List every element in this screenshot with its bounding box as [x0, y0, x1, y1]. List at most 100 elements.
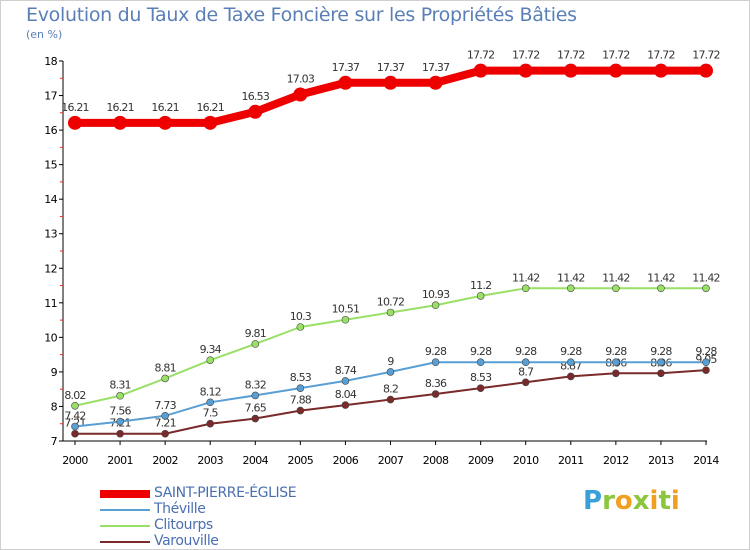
data-point	[431, 390, 440, 398]
data-label: 8.32	[245, 378, 266, 391]
data-label: 9.28	[515, 345, 537, 358]
x-tick-label: 2013	[648, 454, 674, 467]
data-label: 8.81	[154, 361, 175, 374]
logo-letter: t	[658, 486, 671, 516]
data-label: 7.73	[154, 399, 176, 412]
data-label: 17.72	[557, 49, 585, 62]
data-point	[116, 417, 124, 426]
data-point	[386, 308, 395, 317]
data-label: 8.7	[518, 365, 534, 378]
x-tick-label: 2014	[693, 454, 719, 467]
data-label: 11.42	[557, 271, 585, 284]
logo-letter: r	[602, 486, 615, 516]
y-tick-label: 7	[51, 435, 58, 448]
data-label: 17.37	[332, 61, 360, 74]
x-tick-label: 2004	[242, 454, 268, 467]
data-label: 17.37	[377, 61, 405, 74]
y-tick-label: 13	[44, 228, 57, 241]
x-tick-label: 2001	[107, 454, 133, 467]
data-point	[296, 323, 305, 331]
y-tick-label: 14	[44, 193, 57, 206]
x-tick-label: 2003	[197, 454, 223, 467]
data-label: 9	[387, 355, 394, 368]
data-label: 16.53	[242, 90, 270, 103]
x-tick-label: 2005	[288, 454, 314, 467]
legend-label: Clitourps	[154, 517, 213, 533]
data-point	[161, 429, 169, 438]
y-tick-label: 11	[44, 297, 57, 310]
data-point	[612, 358, 620, 367]
data-point	[563, 63, 578, 78]
data-label: 8.02	[64, 389, 85, 402]
data-point	[206, 419, 215, 428]
data-label: 17.72	[647, 49, 675, 62]
data-label: 8.53	[290, 371, 312, 384]
data-point	[476, 358, 485, 367]
data-label: 7.65	[245, 402, 267, 415]
data-label: 11.42	[692, 271, 720, 284]
data-point	[702, 284, 710, 293]
legend-swatch	[100, 490, 150, 498]
data-point	[296, 384, 305, 392]
data-point	[518, 63, 533, 78]
data-label: 9.28	[470, 345, 492, 358]
data-point	[113, 115, 128, 130]
data-point	[608, 63, 623, 78]
data-label: 17.72	[467, 49, 495, 62]
data-point	[657, 358, 665, 367]
data-label: 9.28	[695, 345, 717, 358]
x-tick-label: 2000	[62, 454, 88, 467]
data-point	[566, 284, 575, 293]
x-tick-label: 2007	[378, 454, 404, 467]
data-point	[386, 395, 395, 404]
data-point	[476, 292, 485, 300]
data-point	[521, 358, 530, 367]
data-point	[116, 429, 124, 438]
x-tick-label: 2008	[423, 454, 449, 467]
y-tick-label: 16	[44, 124, 57, 137]
legend-swatch	[100, 525, 150, 527]
data-point	[431, 301, 440, 310]
y-tick-label: 18	[44, 55, 57, 68]
data-point	[657, 284, 665, 293]
data-label: 9.34	[200, 343, 222, 356]
x-tick-label: 2010	[513, 454, 539, 467]
data-label: 11.42	[647, 271, 675, 284]
data-point	[653, 63, 668, 78]
data-point	[206, 398, 215, 407]
data-point	[158, 115, 173, 130]
data-label: 10.72	[377, 295, 405, 308]
data-point	[431, 358, 440, 367]
logo-letter: P	[583, 486, 603, 516]
data-label: 7.42	[64, 409, 85, 422]
legend-swatch	[100, 509, 150, 511]
data-label: 16.21	[151, 101, 179, 114]
data-label: 10.51	[332, 303, 360, 316]
data-point	[521, 378, 530, 387]
data-label: 17.72	[602, 49, 630, 62]
data-label: 8.04	[335, 388, 357, 401]
legend-label: Théville	[154, 501, 206, 517]
data-point	[341, 401, 350, 409]
data-point	[341, 315, 350, 324]
data-label: 8.53	[470, 371, 492, 384]
data-point	[161, 411, 169, 420]
data-point	[203, 115, 218, 130]
logo-letter: i	[649, 486, 659, 516]
data-point	[71, 401, 79, 410]
data-point	[206, 356, 215, 364]
data-label: 9.28	[650, 345, 672, 358]
data-point	[702, 366, 710, 374]
x-tick-label: 2006	[333, 454, 359, 467]
data-point	[428, 75, 443, 90]
data-label: 7.88	[290, 394, 312, 407]
y-tick-label: 15	[44, 159, 57, 172]
data-point	[612, 284, 620, 293]
data-point	[251, 414, 260, 423]
data-point	[386, 368, 395, 376]
y-tick-label: 10	[44, 331, 57, 344]
data-label: 16.21	[61, 101, 89, 114]
data-point	[657, 369, 665, 378]
data-label: 17.72	[512, 49, 540, 62]
